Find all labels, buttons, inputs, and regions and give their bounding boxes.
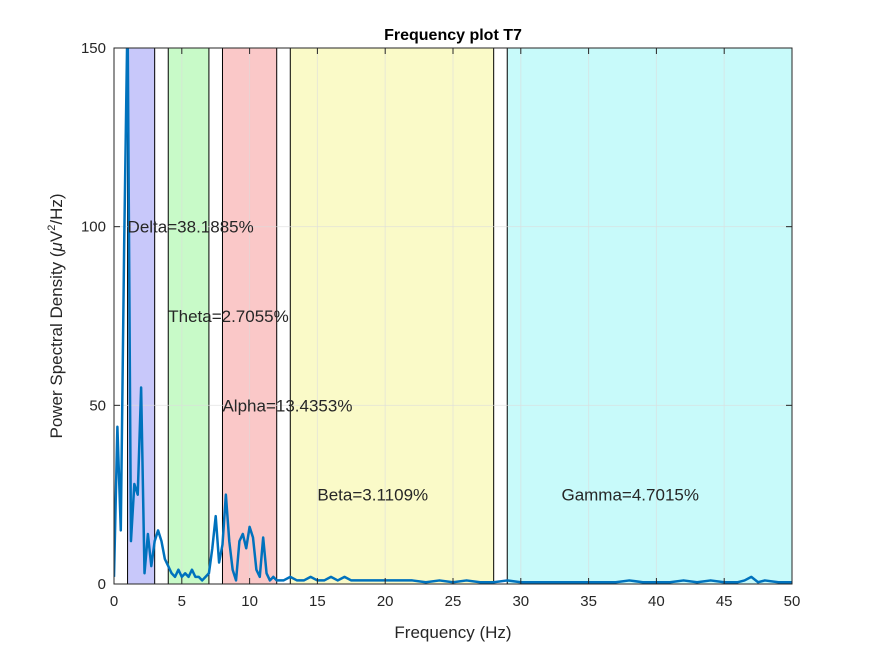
y-tick-label: 50 — [89, 397, 106, 414]
x-tick-label: 10 — [241, 593, 258, 610]
y-tick-label: 150 — [81, 40, 106, 57]
x-tick-label: 40 — [648, 593, 665, 610]
x-tick-label: 50 — [784, 593, 801, 610]
y-axis-label-sup: 2 — [46, 225, 58, 231]
y-axis-label: Power Spectral Density (μV2/Hz) — [46, 193, 66, 438]
y-axis-label-mid: V — [47, 230, 66, 242]
band-label-delta: Delta=38.1885% — [128, 218, 254, 237]
x-tick-label: 30 — [512, 593, 529, 610]
y-tick-label: 100 — [81, 219, 106, 236]
band-gamma — [506, 47, 793, 585]
x-tick-label: 5 — [178, 593, 186, 610]
x-tick-labels: 0 5 10 15 20 25 30 35 40 45 50 — [110, 48, 801, 610]
y-tick-label: 0 — [98, 576, 106, 593]
y-axis-label-pre: Power Spectral Density ( — [47, 251, 66, 438]
x-tick-label: 20 — [377, 593, 394, 610]
band-label-theta: Theta=2.7055% — [168, 307, 289, 326]
y-tick-labels: 0 50 100 150 — [81, 40, 792, 593]
x-tick-label: 0 — [110, 593, 118, 610]
x-tick-label: 45 — [716, 593, 733, 610]
band-theta — [167, 47, 210, 585]
y-axis-label-mu: μ — [47, 241, 66, 252]
x-tick-label: 25 — [445, 593, 462, 610]
psd-series — [114, 48, 792, 584]
band-label-gamma: Gamma=4.7015% — [561, 486, 699, 505]
psd-line — [114, 48, 792, 584]
grid-lines — [114, 48, 792, 584]
chart-title: Frequency plot T7 — [384, 27, 522, 44]
band-label-beta: Beta=3.1109% — [317, 486, 428, 505]
y-axis-label-post: /Hz) — [47, 193, 66, 224]
band-label-alpha: Alpha=13.4353% — [222, 396, 352, 415]
x-tick-label: 15 — [309, 593, 326, 610]
x-tick-label: 35 — [580, 593, 597, 610]
band-labels: Delta=38.1885% Theta=2.7055% Alpha=13.4353… — [128, 218, 699, 505]
x-axis-label: Frequency (Hz) — [394, 623, 511, 642]
